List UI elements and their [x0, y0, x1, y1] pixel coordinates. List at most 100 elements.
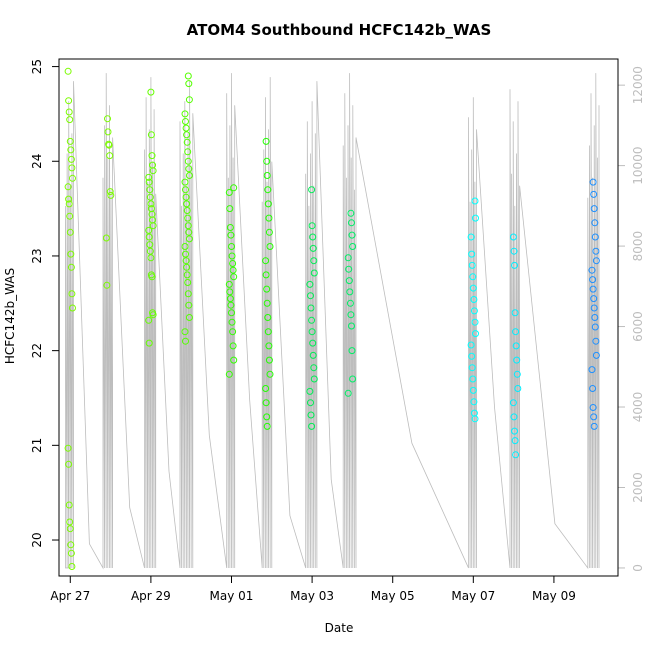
- data-point: [590, 190, 598, 198]
- data-point: [349, 375, 357, 383]
- data-point: [510, 247, 518, 255]
- data-point: [65, 97, 73, 105]
- x-tick-label: Apr 29: [131, 589, 171, 603]
- data-point: [230, 273, 238, 281]
- data-point: [65, 195, 73, 203]
- x-tick-label: May 07: [451, 589, 495, 603]
- data-point: [68, 290, 76, 298]
- data-point: [590, 205, 598, 213]
- data-point: [229, 266, 237, 274]
- altitude-trace-line: [65, 73, 600, 570]
- data-point: [592, 337, 600, 345]
- data-point: [589, 285, 597, 293]
- data-point: [308, 186, 316, 194]
- altitude-trace: [65, 73, 600, 570]
- data-point: [183, 207, 191, 214]
- data-point: [185, 172, 193, 179]
- data-point: [145, 178, 153, 186]
- data-point: [226, 224, 234, 231]
- data-point: [470, 307, 478, 315]
- data-point: [147, 254, 155, 262]
- x-tick-label: May 09: [532, 589, 576, 603]
- data-point: [149, 167, 157, 175]
- data-point: [264, 186, 272, 194]
- data-point: [183, 138, 191, 146]
- data-point: [308, 222, 316, 230]
- data-point: [266, 370, 274, 378]
- data-point: [263, 299, 271, 307]
- data-point: [147, 88, 155, 96]
- data-point: [65, 200, 73, 208]
- data-point: [589, 385, 597, 392]
- data-point: [592, 247, 600, 255]
- data-point: [106, 152, 114, 160]
- data-point: [514, 385, 522, 392]
- data-point: [590, 422, 598, 430]
- data-point: [146, 193, 154, 201]
- data-point: [347, 311, 355, 319]
- data-point: [228, 243, 235, 250]
- data-point: [469, 273, 477, 281]
- data-point: [68, 164, 76, 172]
- data-point: [510, 413, 518, 421]
- data-point: [67, 549, 75, 557]
- y-axis: 20 21 22 23 24 25: [30, 59, 59, 548]
- data-point: [511, 261, 518, 269]
- data-point: [181, 178, 189, 186]
- data-point: [307, 399, 314, 407]
- data-point: [184, 290, 192, 298]
- y2-tick-label: 6000: [631, 311, 645, 342]
- data-points: [64, 67, 600, 570]
- data-point: [591, 323, 599, 331]
- data-point: [64, 444, 72, 452]
- data-point: [68, 563, 76, 570]
- data-point: [228, 309, 235, 317]
- data-point: [309, 351, 317, 359]
- data-point: [181, 243, 189, 250]
- data-point: [509, 399, 517, 407]
- data-point: [67, 541, 75, 549]
- data-point: [230, 184, 238, 192]
- data-point: [513, 356, 521, 364]
- data-point: [592, 257, 600, 265]
- data-point: [263, 413, 271, 421]
- data-point: [66, 137, 74, 145]
- data-point: [185, 235, 193, 243]
- right-y-axis: 0 2000 4000 6000 8000 10000 12000: [618, 66, 645, 572]
- data-point: [262, 137, 270, 145]
- plot-frame: [58, 58, 619, 577]
- data-point: [266, 243, 274, 250]
- data-point: [262, 385, 270, 392]
- data-point: [181, 328, 189, 336]
- x-tick-label: Apr 27: [50, 589, 90, 603]
- data-point: [468, 250, 476, 258]
- x-tick-label: May 05: [371, 589, 415, 603]
- data-point: [184, 222, 192, 230]
- data-point: [229, 328, 237, 336]
- data-point: [589, 404, 597, 411]
- data-point: [309, 233, 317, 241]
- data-point: [469, 375, 477, 383]
- data-point: [66, 212, 74, 220]
- y-tick-label: 21: [30, 438, 44, 453]
- data-point: [263, 285, 271, 293]
- data-point: [511, 309, 519, 317]
- data-point: [104, 128, 112, 136]
- data-point: [346, 299, 354, 307]
- data-point: [66, 228, 74, 236]
- data-point: [229, 260, 237, 267]
- data-point: [64, 67, 72, 75]
- data-point: [468, 364, 476, 372]
- data-point: [69, 304, 76, 312]
- data-point: [183, 200, 191, 208]
- data-point: [262, 271, 270, 279]
- y-tick-label: 23: [30, 248, 44, 263]
- data-point: [185, 314, 193, 321]
- data-point: [590, 304, 598, 312]
- data-point: [184, 214, 192, 222]
- data-point: [310, 364, 318, 372]
- data-point: [262, 257, 270, 265]
- data-point: [226, 288, 234, 296]
- data-point: [183, 131, 191, 139]
- data-point: [348, 231, 356, 239]
